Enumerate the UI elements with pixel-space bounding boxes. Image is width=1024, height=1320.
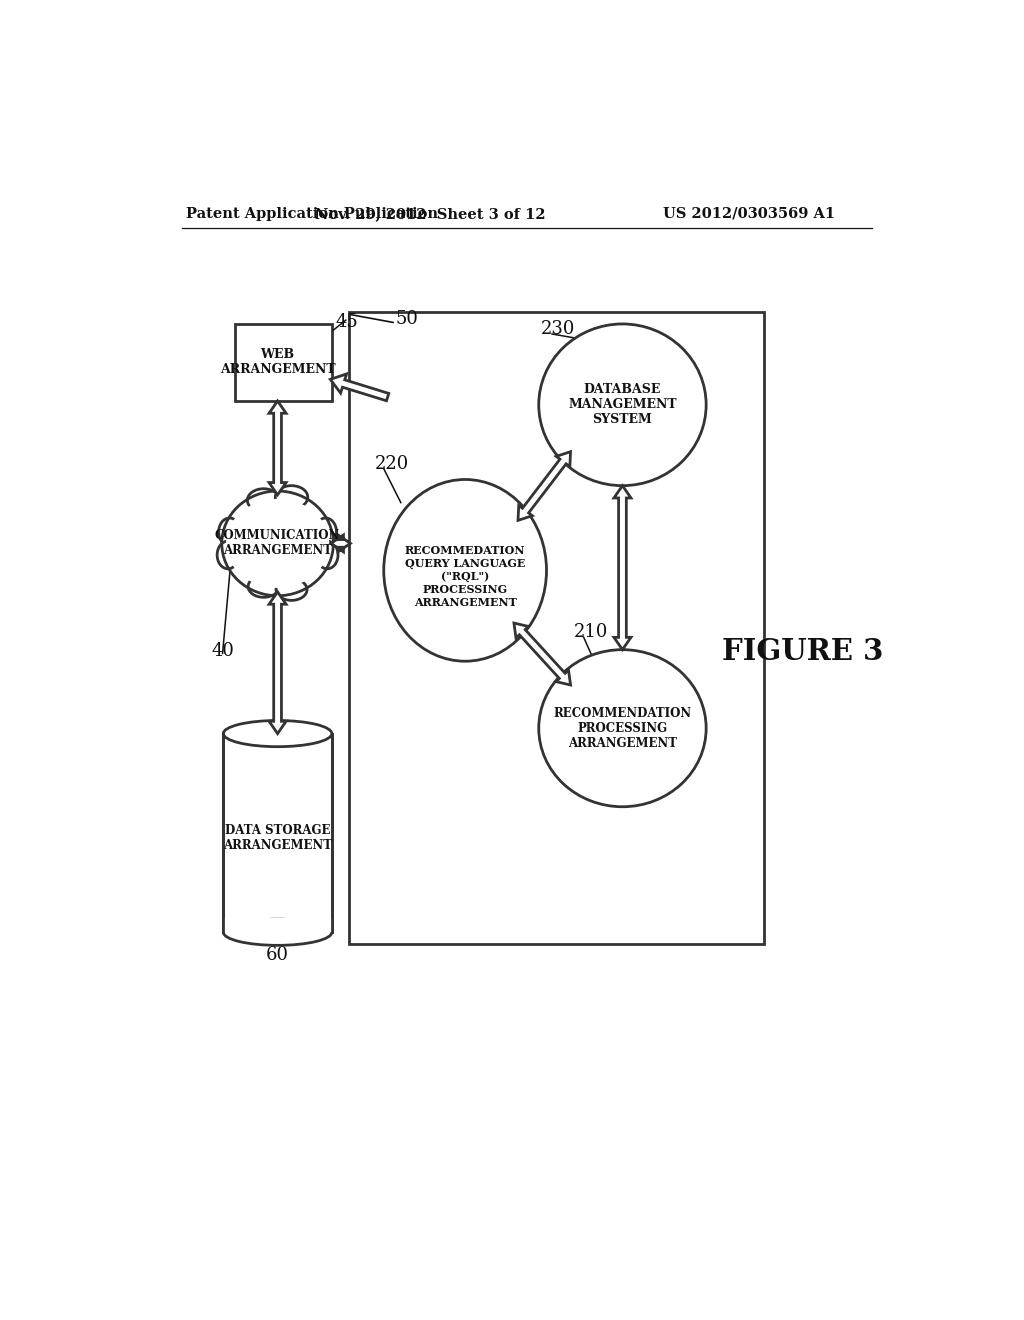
Ellipse shape xyxy=(222,491,334,595)
Ellipse shape xyxy=(539,323,707,486)
Polygon shape xyxy=(331,374,389,401)
Ellipse shape xyxy=(219,517,241,545)
Text: WEB
ARRANGEMENT: WEB ARRANGEMENT xyxy=(220,348,336,376)
Text: 210: 210 xyxy=(573,623,608,642)
Text: 220: 220 xyxy=(375,455,409,473)
Text: 50: 50 xyxy=(395,310,418,327)
Ellipse shape xyxy=(226,499,329,587)
Text: Patent Application Publication: Patent Application Publication xyxy=(186,207,438,220)
Text: RECOMMEDATION
QUERY LANGUAGE
("RQL")
PROCESSING
ARRANGEMENT: RECOMMEDATION QUERY LANGUAGE ("RQL") PRO… xyxy=(404,545,525,607)
Polygon shape xyxy=(518,451,570,520)
Text: 230: 230 xyxy=(541,321,575,338)
Text: DATA STORAGE
ARRANGEMENT: DATA STORAGE ARRANGEMENT xyxy=(223,824,332,851)
Polygon shape xyxy=(269,401,286,495)
Text: 40: 40 xyxy=(212,643,234,660)
Ellipse shape xyxy=(314,517,337,545)
Text: US 2012/0303569 A1: US 2012/0303569 A1 xyxy=(663,207,835,220)
Text: COMMUNICATION
ARRANGEMENT: COMMUNICATION ARRANGEMENT xyxy=(215,529,340,557)
Ellipse shape xyxy=(217,541,239,569)
Ellipse shape xyxy=(316,541,338,569)
Text: Nov. 29, 2012  Sheet 3 of 12: Nov. 29, 2012 Sheet 3 of 12 xyxy=(315,207,546,220)
Ellipse shape xyxy=(223,919,332,945)
Ellipse shape xyxy=(275,486,308,508)
Ellipse shape xyxy=(248,576,280,597)
Polygon shape xyxy=(614,486,631,649)
Text: RECOMMENDATION
PROCESSING
ARRANGEMENT: RECOMMENDATION PROCESSING ARRANGEMENT xyxy=(553,706,691,750)
Ellipse shape xyxy=(276,579,307,601)
Text: 60: 60 xyxy=(266,946,289,965)
Ellipse shape xyxy=(384,479,547,661)
Polygon shape xyxy=(514,623,570,685)
Bar xyxy=(223,734,332,932)
Ellipse shape xyxy=(248,488,280,512)
Bar xyxy=(349,313,764,944)
Text: 45: 45 xyxy=(336,313,358,330)
Polygon shape xyxy=(269,591,286,734)
Text: FIGURE 3: FIGURE 3 xyxy=(722,636,883,665)
Text: DATABASE
MANAGEMENT
SYSTEM: DATABASE MANAGEMENT SYSTEM xyxy=(568,383,677,426)
Ellipse shape xyxy=(539,649,707,807)
Bar xyxy=(234,323,332,401)
Polygon shape xyxy=(331,535,350,552)
Bar xyxy=(222,919,333,932)
Ellipse shape xyxy=(223,721,332,747)
